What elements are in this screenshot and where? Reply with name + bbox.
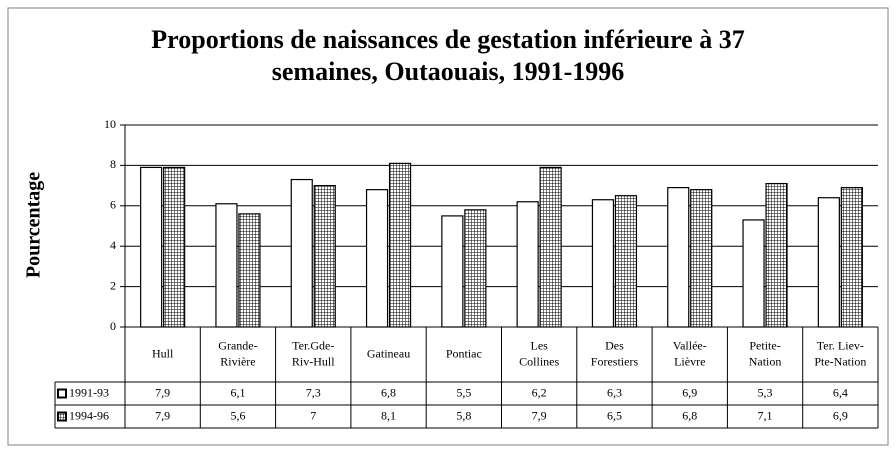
table-value: 6,9 [833,408,848,422]
bar [539,166,562,328]
bar [591,199,615,328]
x-tick-label: Grande-Rivière [218,338,257,368]
chart-title: Proportions de naissances de gestation i… [151,25,744,86]
legend-label: 1991-93 [69,385,109,399]
table-value: 6,3 [607,385,622,399]
table-value: 7,9 [155,408,170,422]
bar [765,182,788,328]
y-tick-label: 10 [104,117,116,131]
bar [215,203,238,328]
bar [388,162,412,328]
y-tick-label: 2 [110,278,116,292]
y-tick-label: 6 [110,198,116,212]
bar [464,209,487,328]
x-tick-label: Vallée-Lièvre [673,338,707,368]
table-value: 6,4 [833,385,848,399]
legend-label: 1994-96 [69,408,109,422]
table-value: 6,5 [607,408,622,422]
table-value: 6,8 [381,385,396,399]
bar [840,187,863,328]
table-value: 7,3 [306,385,321,399]
x-tick-label: Des Forestiers [591,338,639,368]
table-value: 6,8 [682,408,697,422]
bar [742,219,765,328]
table-value: 6,9 [682,385,697,399]
table-value: 5,3 [758,385,773,399]
bar [365,189,389,328]
x-tick-label: Petite-Nation [749,338,782,368]
bar [313,185,336,328]
x-tick-label: Hull [152,346,174,360]
x-tick-label: Ter.Gde-Riv-Hull [292,338,335,368]
table-value: 7,1 [758,408,773,422]
bar [817,197,840,328]
bar [163,166,186,328]
legend-swatch [57,411,67,422]
table-value: 7 [310,408,316,422]
bar [667,187,690,328]
y-tick-label: 0 [110,319,116,333]
table-value: 5,6 [230,408,245,422]
bar [441,215,464,328]
table-value: 5,8 [456,408,471,422]
y-axis-label: Pourcentage [23,172,45,278]
y-tick-label: 8 [110,157,116,171]
bar [140,166,163,328]
y-tick-label: 4 [110,238,116,252]
x-tick-label: Gatineau [367,346,410,360]
table-value: 7,9 [532,408,547,422]
bar [614,195,638,328]
table-value: 5,5 [456,385,471,399]
table-value: 8,1 [381,408,396,422]
bar [516,201,539,328]
table-value: 6,2 [532,385,547,399]
table-value: 6,1 [230,385,245,399]
bar [238,213,261,328]
table-value: 7,9 [155,385,170,399]
bar [690,189,713,328]
bar [290,178,313,328]
x-tick-label: Pontiac [446,346,482,360]
x-tick-label: Les Collines [519,338,559,368]
legend-swatch [57,388,67,399]
x-tick-label: Ter. Liev-Pte-Nation [814,338,866,368]
